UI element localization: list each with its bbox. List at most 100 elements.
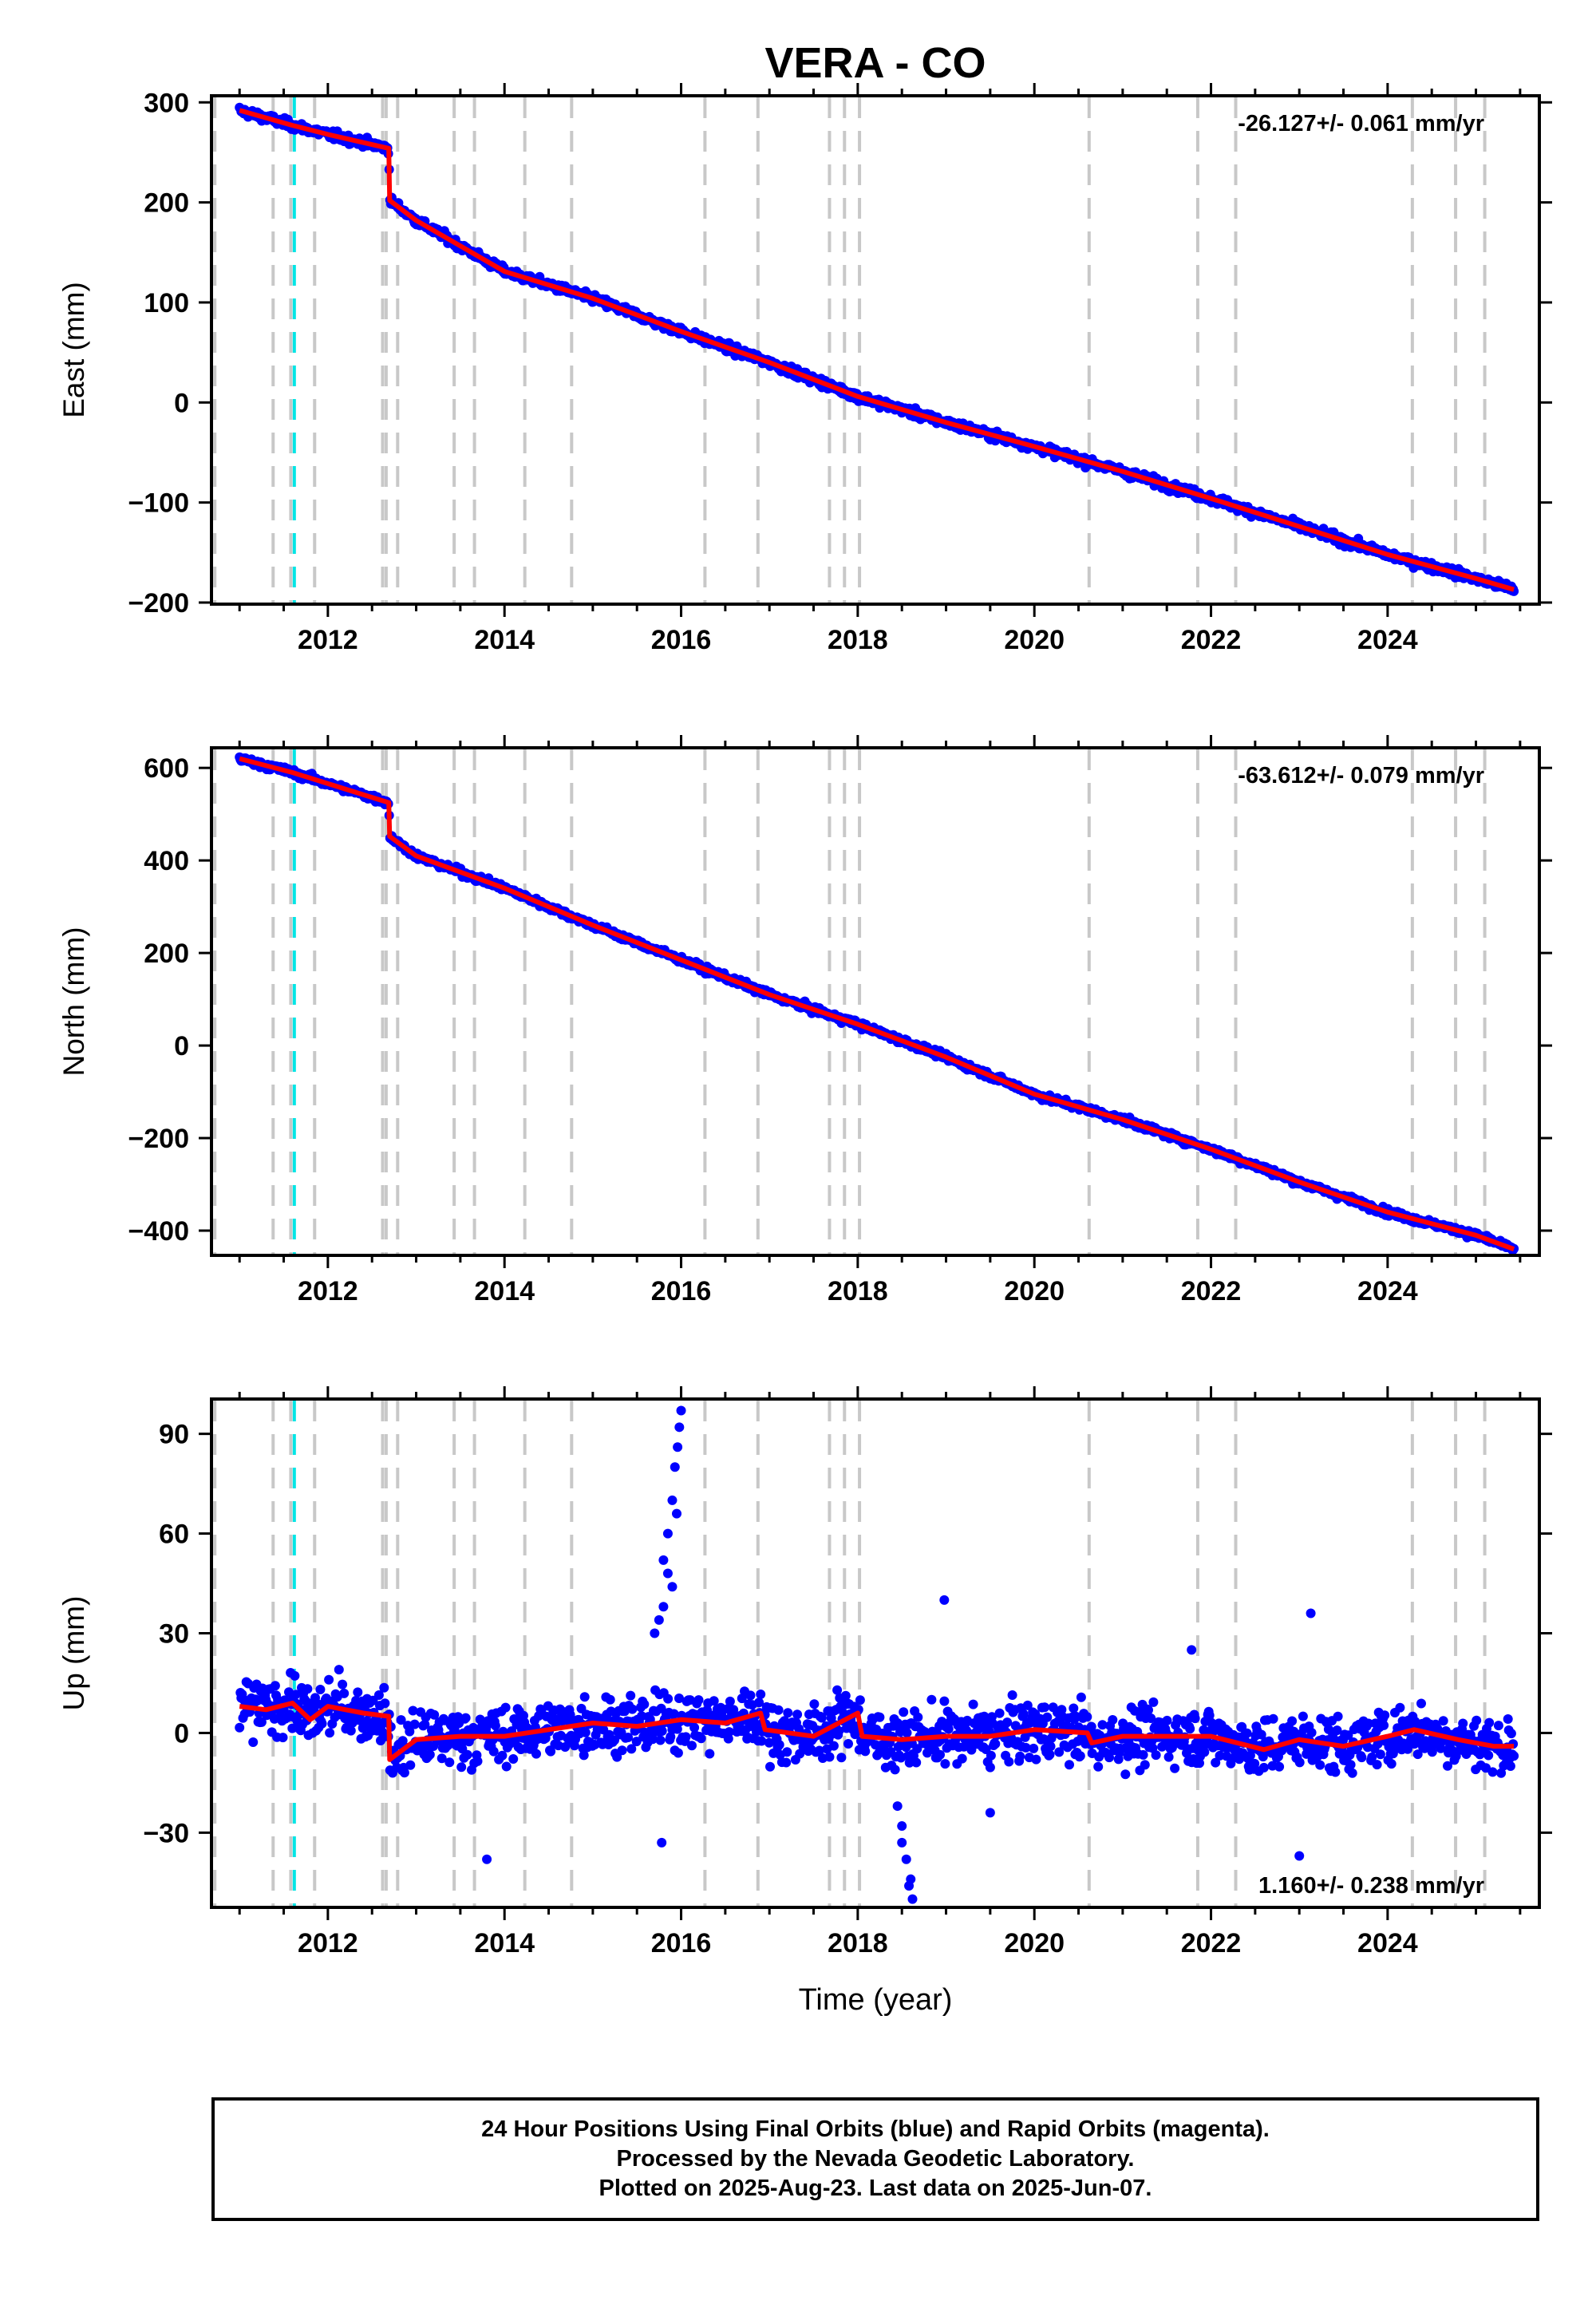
x-tick-label: 2012 <box>298 1276 358 1306</box>
data-point <box>792 1709 803 1720</box>
data-point <box>1386 1759 1396 1769</box>
data-point <box>824 1752 835 1762</box>
data-point <box>1294 1757 1305 1768</box>
data-point <box>1367 1752 1377 1762</box>
y-tick-label: 300 <box>144 88 189 118</box>
data-point <box>1190 1713 1200 1724</box>
rate-label: -26.127+/- 0.061 mm/yr <box>1238 111 1484 136</box>
data-point <box>1483 1750 1494 1761</box>
data-point <box>339 1688 350 1698</box>
data-point <box>462 1749 472 1760</box>
data-point <box>346 1725 356 1736</box>
x-tick-label: 2012 <box>298 625 358 655</box>
panel-frame <box>210 746 1541 1257</box>
data-points <box>235 1405 1519 1904</box>
data-point <box>639 1699 650 1709</box>
data-point <box>1199 1725 1209 1735</box>
data-point <box>1375 1749 1385 1760</box>
data-point <box>1333 1711 1343 1721</box>
data-point <box>631 1737 642 1747</box>
data-point <box>773 1705 784 1715</box>
x-tick-label: 2022 <box>1181 1276 1242 1306</box>
panel-frame <box>210 1397 1541 1909</box>
y-tick-label: 200 <box>144 939 189 969</box>
data-point <box>1007 1690 1017 1700</box>
data-point <box>782 1747 792 1757</box>
x-tick-label: 2018 <box>828 1276 888 1306</box>
data-point <box>926 1694 937 1705</box>
data-point <box>1140 1760 1150 1770</box>
x-tick-label: 2022 <box>1181 1928 1242 1958</box>
x-tick-label: 2014 <box>474 1276 535 1306</box>
data-point <box>456 1762 467 1773</box>
data-point <box>913 1712 923 1722</box>
data-point <box>843 1739 853 1749</box>
y-tick-label: −200 <box>128 1124 189 1154</box>
outlier-point <box>674 1422 685 1433</box>
data-point <box>828 1741 839 1751</box>
outlier-point <box>672 1508 681 1519</box>
model-line <box>239 1701 1515 1762</box>
outlier-point <box>673 1442 683 1452</box>
data-point <box>1018 1709 1029 1719</box>
data-point <box>1412 1749 1423 1760</box>
data-point <box>935 1749 945 1760</box>
data-point <box>579 1750 589 1761</box>
data-point <box>745 1690 756 1701</box>
data-point <box>1146 1713 1156 1723</box>
data-point <box>1148 1697 1159 1707</box>
data-point <box>754 1697 764 1708</box>
data-point <box>1211 1757 1221 1768</box>
data-point <box>757 1736 767 1746</box>
data-point <box>1250 1758 1260 1769</box>
data-point <box>663 1694 674 1704</box>
data-point <box>1093 1761 1104 1772</box>
y-tick-label: −30 <box>143 1818 189 1848</box>
data-point <box>235 1722 245 1733</box>
data-point <box>657 1726 667 1736</box>
data-point <box>986 1750 996 1761</box>
data-point <box>1256 1729 1266 1740</box>
y-tick-label: −200 <box>128 588 189 619</box>
data-point <box>826 1713 836 1723</box>
data-point <box>1345 1760 1356 1770</box>
x-tick-label: 2012 <box>298 1928 358 1958</box>
event-lines <box>213 97 1487 603</box>
data-point <box>1258 1762 1269 1773</box>
data-point <box>338 1679 348 1690</box>
outlier-point <box>1187 1645 1197 1655</box>
data-point <box>994 1708 1005 1718</box>
y-tick-label: 100 <box>144 288 189 318</box>
data-point <box>1503 1714 1513 1724</box>
data-point <box>1162 1715 1172 1725</box>
data-point <box>1151 1750 1161 1761</box>
rate-label: 1.160+/- 0.238 mm/yr <box>1258 1873 1484 1899</box>
data-point <box>902 1728 912 1738</box>
footer-box: 24 Hour Positions Using Final Orbits (bl… <box>211 2097 1539 2221</box>
data-point <box>1363 1718 1373 1729</box>
data-points <box>235 752 1519 1254</box>
data-point <box>1438 1716 1448 1726</box>
data-point <box>531 1749 541 1759</box>
data-point <box>1395 1702 1405 1713</box>
data-point <box>781 1757 792 1768</box>
data-point <box>429 1709 440 1720</box>
data-point <box>1493 1721 1503 1731</box>
y-tick-label: −100 <box>128 488 189 519</box>
event-lines <box>213 1401 1487 1906</box>
data-point <box>696 1733 706 1744</box>
data-point <box>1472 1715 1482 1725</box>
x-tick-label: 2016 <box>651 625 712 655</box>
data-point <box>1069 1703 1079 1713</box>
data-point <box>1403 1744 1412 1754</box>
data-point <box>1298 1711 1308 1721</box>
data-point <box>705 1749 715 1759</box>
data-point <box>408 1705 418 1716</box>
outlier-point <box>654 1614 664 1625</box>
data-point <box>1002 1717 1013 1728</box>
data-point <box>1506 1729 1516 1739</box>
data-point <box>1045 1741 1056 1752</box>
